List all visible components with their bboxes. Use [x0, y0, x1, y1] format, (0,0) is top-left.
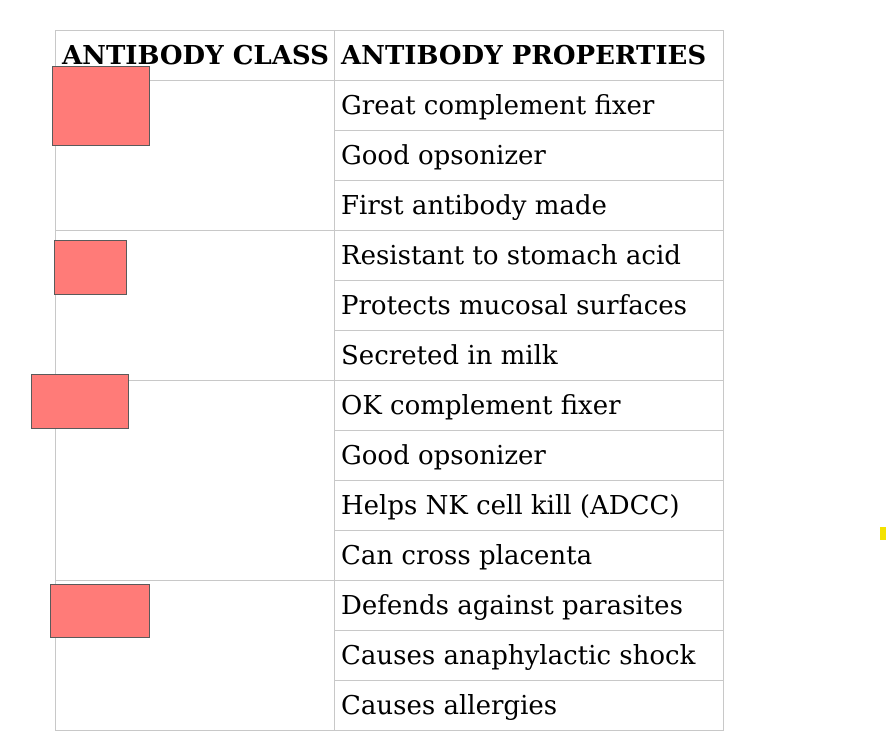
property-cell: Good opsonizer	[334, 130, 724, 181]
header-row: ANTIBODY CLASS ANTIBODY PROPERTIES	[55, 30, 724, 81]
table-row: Helps NK cell kill (ADCC)	[56, 480, 724, 531]
table-row: Great complement fixer	[55, 80, 724, 231]
redaction-box[interactable]	[52, 66, 150, 146]
property-cell: Secreted in milk	[334, 330, 724, 381]
property-cell: Can cross placenta	[334, 530, 724, 581]
table-row: Protects mucosal surfaces	[56, 280, 724, 331]
highlight-mark	[880, 527, 886, 540]
property-cell: Protects mucosal surfaces	[334, 280, 724, 331]
redaction-box[interactable]	[50, 584, 150, 638]
header-antibody-properties: ANTIBODY PROPERTIES	[334, 30, 724, 81]
table-row: Resistant to stomach acid	[55, 230, 724, 381]
property-cell: OK complement fixer	[334, 380, 724, 431]
property-cell: Good opsonizer	[334, 430, 724, 481]
table-row: First antibody made	[56, 180, 724, 231]
table-row: Causes allergies	[56, 680, 724, 731]
property-cell: Causes anaphylactic shock	[334, 630, 724, 681]
redaction-box[interactable]	[54, 240, 127, 295]
property-cell: Defends against parasites	[334, 580, 724, 631]
table-row: Can cross placenta	[56, 530, 724, 581]
property-cell: Helps NK cell kill (ADCC)	[334, 480, 724, 531]
table-row: Defends against parasites	[55, 580, 724, 731]
redaction-box[interactable]	[31, 374, 129, 429]
antibody-table: ANTIBODY CLASS ANTIBODY PROPERTIES Great…	[55, 30, 724, 731]
property-cell: First antibody made	[334, 180, 724, 231]
property-cell: Great complement fixer	[334, 80, 724, 131]
table-row: OK complement fixer	[55, 380, 724, 581]
property-cell: Causes allergies	[334, 680, 724, 731]
property-cell: Resistant to stomach acid	[334, 230, 724, 281]
